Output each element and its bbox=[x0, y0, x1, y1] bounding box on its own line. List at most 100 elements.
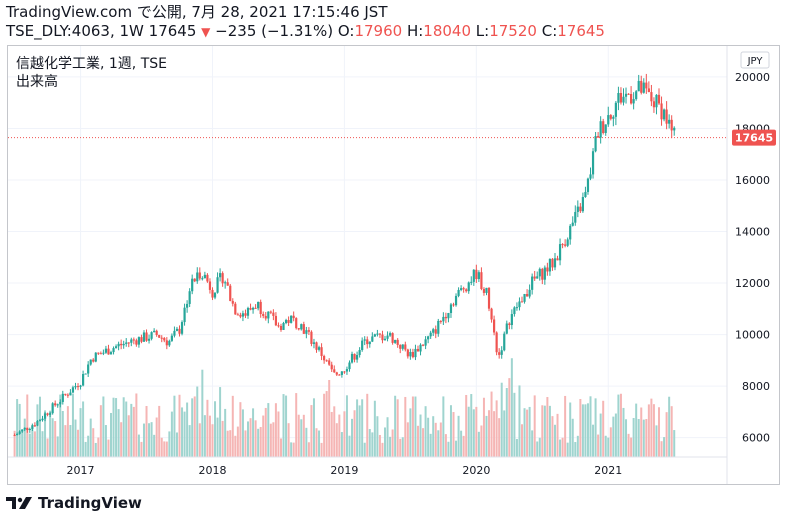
candle-body bbox=[624, 93, 628, 97]
candle-body bbox=[553, 258, 557, 268]
candle-body bbox=[239, 314, 242, 317]
time-tick-label: 2020 bbox=[462, 464, 490, 477]
volume-bar bbox=[252, 408, 255, 457]
candle-body bbox=[140, 337, 143, 342]
candle-body bbox=[183, 307, 186, 323]
volume-bar bbox=[56, 436, 59, 457]
candle-body bbox=[361, 340, 364, 351]
volume-bar bbox=[249, 418, 252, 457]
volume-bar bbox=[391, 429, 394, 457]
candle-body bbox=[87, 364, 90, 374]
candle-body bbox=[640, 80, 643, 93]
volume-bar bbox=[188, 425, 191, 457]
candle-body bbox=[660, 103, 663, 120]
tradingview-brand[interactable]: TradingView bbox=[6, 492, 142, 514]
volume-bar bbox=[16, 399, 19, 457]
volume-bar bbox=[381, 442, 384, 457]
volume-bar bbox=[175, 432, 178, 457]
volume-bar bbox=[110, 412, 113, 457]
candle-body bbox=[201, 278, 204, 280]
candle-body bbox=[432, 329, 435, 333]
candle-body bbox=[13, 435, 16, 437]
candle-body bbox=[439, 320, 442, 322]
volume-bar bbox=[87, 435, 90, 457]
candle-body bbox=[363, 339, 366, 341]
candle-body bbox=[33, 425, 36, 427]
candle-body bbox=[142, 332, 146, 342]
candle-body bbox=[94, 352, 97, 362]
volume-bar bbox=[94, 442, 97, 457]
volume-bar bbox=[318, 430, 321, 457]
volume-bar bbox=[125, 401, 128, 457]
candle-body bbox=[421, 344, 425, 346]
volume-bar bbox=[236, 426, 239, 457]
volume-bar bbox=[69, 425, 72, 457]
candle-body bbox=[295, 318, 298, 329]
candle-body bbox=[127, 342, 130, 344]
candle-body bbox=[193, 278, 196, 282]
volume-bar bbox=[358, 405, 361, 457]
volume-bar bbox=[208, 415, 211, 457]
volume-bar bbox=[553, 424, 556, 457]
volume-bar bbox=[323, 393, 326, 457]
candle-body bbox=[566, 239, 569, 246]
volume-bar bbox=[142, 423, 145, 457]
candle-body bbox=[66, 394, 69, 396]
candle-body bbox=[305, 330, 308, 334]
candle-body bbox=[206, 274, 209, 282]
candle-body bbox=[333, 369, 336, 373]
candle-body bbox=[79, 385, 82, 387]
candle-body bbox=[99, 353, 102, 355]
volume-bar bbox=[439, 422, 442, 457]
volume-bar bbox=[150, 422, 153, 457]
currency-badge[interactable]: JPY bbox=[740, 51, 770, 69]
candle-body bbox=[495, 332, 498, 353]
candle-body bbox=[485, 287, 488, 293]
candle-body bbox=[531, 276, 534, 290]
volume-bar bbox=[54, 421, 57, 457]
candle-body bbox=[59, 401, 62, 405]
candle-body bbox=[378, 333, 382, 335]
volume-bar bbox=[419, 414, 422, 457]
volume-bar bbox=[282, 394, 285, 457]
volume-bar bbox=[51, 418, 54, 457]
candle-body bbox=[579, 206, 582, 212]
volume-bar bbox=[168, 431, 171, 457]
candle-body bbox=[41, 418, 44, 421]
volume-bar bbox=[637, 419, 640, 457]
chart-container[interactable]: 6000 8000 10000 12000 14000 16000 18000 20000 2… bbox=[7, 45, 780, 485]
candle-body bbox=[597, 136, 600, 138]
grid bbox=[8, 46, 727, 457]
time-axis[interactable]: 2017 2018 2019 2020 2021 bbox=[67, 464, 623, 477]
volume-bar bbox=[264, 407, 267, 457]
candle-body bbox=[186, 303, 189, 308]
candle-body bbox=[257, 301, 260, 309]
candle-body bbox=[196, 272, 199, 282]
volume-bar bbox=[655, 425, 658, 457]
volume-bar bbox=[521, 424, 524, 457]
candle-body bbox=[160, 337, 163, 339]
candle-body bbox=[104, 348, 108, 353]
candle-body bbox=[424, 339, 427, 346]
candle-body bbox=[224, 282, 227, 284]
candle-body bbox=[584, 191, 587, 198]
volume-bar bbox=[642, 419, 645, 457]
volume-bar bbox=[239, 402, 242, 457]
volume-bar bbox=[432, 416, 435, 457]
time-tick-label: 2018 bbox=[198, 464, 226, 477]
candle-body bbox=[330, 364, 333, 370]
candle-body bbox=[599, 121, 602, 138]
volume-bar bbox=[269, 423, 272, 457]
candle-body bbox=[538, 268, 541, 277]
volume-bar bbox=[589, 396, 592, 457]
price-tick-label: 12000 bbox=[735, 277, 770, 290]
volume-bar bbox=[71, 393, 74, 457]
high-value: 18040 bbox=[423, 22, 472, 40]
volume-bar bbox=[472, 409, 475, 457]
volume-bar bbox=[526, 409, 529, 457]
last-price-badge-label: 17645 bbox=[735, 132, 773, 145]
candle-body bbox=[480, 272, 483, 289]
volume-bar bbox=[424, 406, 427, 457]
